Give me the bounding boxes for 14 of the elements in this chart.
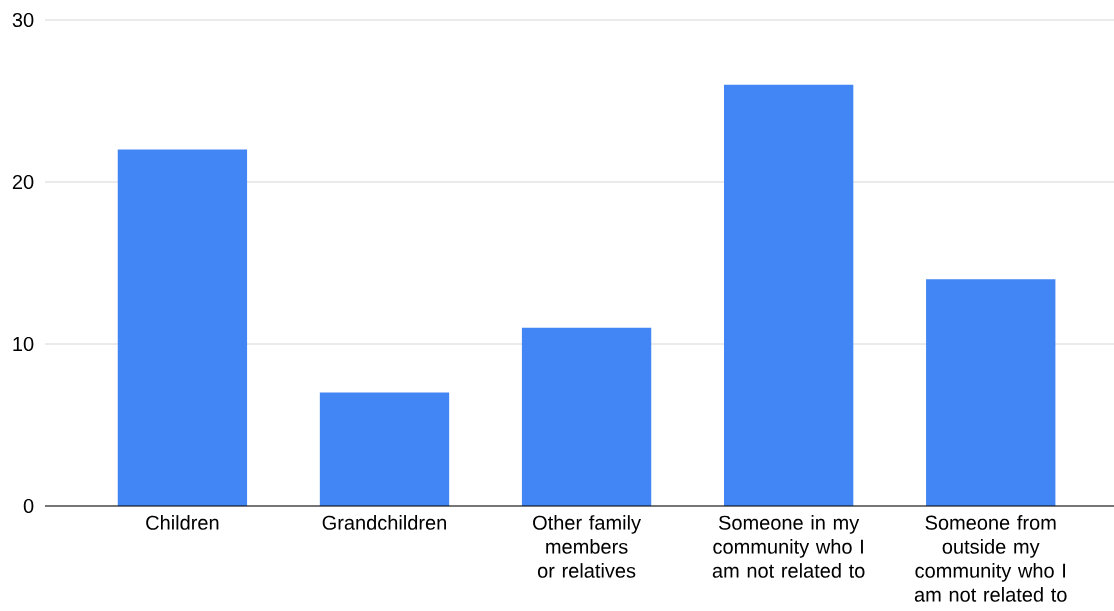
y-tick-label: 30 bbox=[12, 12, 34, 28]
bar bbox=[723, 84, 854, 506]
x-tick-label: Children bbox=[146, 515, 219, 530]
y-tick-label: 0 bbox=[23, 498, 34, 514]
x-tick-label: Someone from outside my community who I am not related to bbox=[914, 515, 1067, 602]
bar bbox=[117, 149, 248, 506]
x-tick-label: Other family members or relatives bbox=[533, 515, 641, 578]
y-tick-label: 10 bbox=[13, 336, 34, 352]
bar bbox=[521, 327, 652, 506]
x-tick-label: Someone in my community who I am not related to bbox=[712, 515, 865, 578]
bar bbox=[926, 279, 1056, 506]
bar bbox=[319, 392, 450, 506]
y-tick-label: 20 bbox=[12, 174, 34, 190]
x-tick-label: Grandchildren bbox=[322, 515, 446, 530]
